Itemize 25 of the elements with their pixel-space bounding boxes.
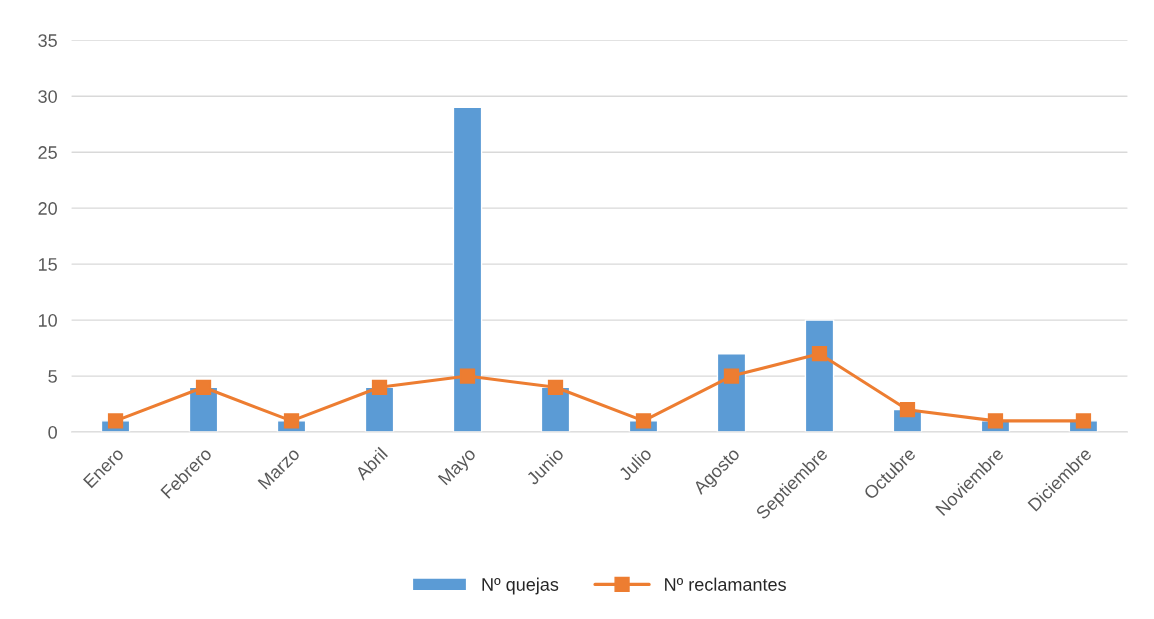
legend-label: Nº reclamantes [665, 577, 786, 591]
point [107, 413, 124, 429]
point [371, 379, 388, 395]
point [635, 413, 652, 429]
y-tick-label: 35 [38, 34, 57, 47]
point [899, 402, 916, 418]
point [723, 368, 740, 384]
point [811, 346, 828, 362]
point [987, 413, 1004, 429]
legend-label: Nº quejas [482, 577, 559, 595]
bar [452, 106, 483, 433]
y-tick-label: 0 [48, 426, 57, 439]
x-tick-label: Julio [617, 446, 653, 482]
point [459, 368, 476, 384]
y-tick-label: 15 [38, 258, 57, 271]
y-tick-label: 5 [48, 370, 57, 383]
bar [804, 319, 835, 433]
point [195, 379, 212, 395]
y-tick-label: 30 [38, 90, 57, 103]
y-tick-label: 25 [38, 146, 57, 159]
y-tick-label: 10 [38, 314, 57, 327]
point [547, 379, 564, 395]
point [283, 413, 300, 429]
point [1075, 413, 1092, 429]
y-tick-label: 20 [38, 202, 57, 215]
